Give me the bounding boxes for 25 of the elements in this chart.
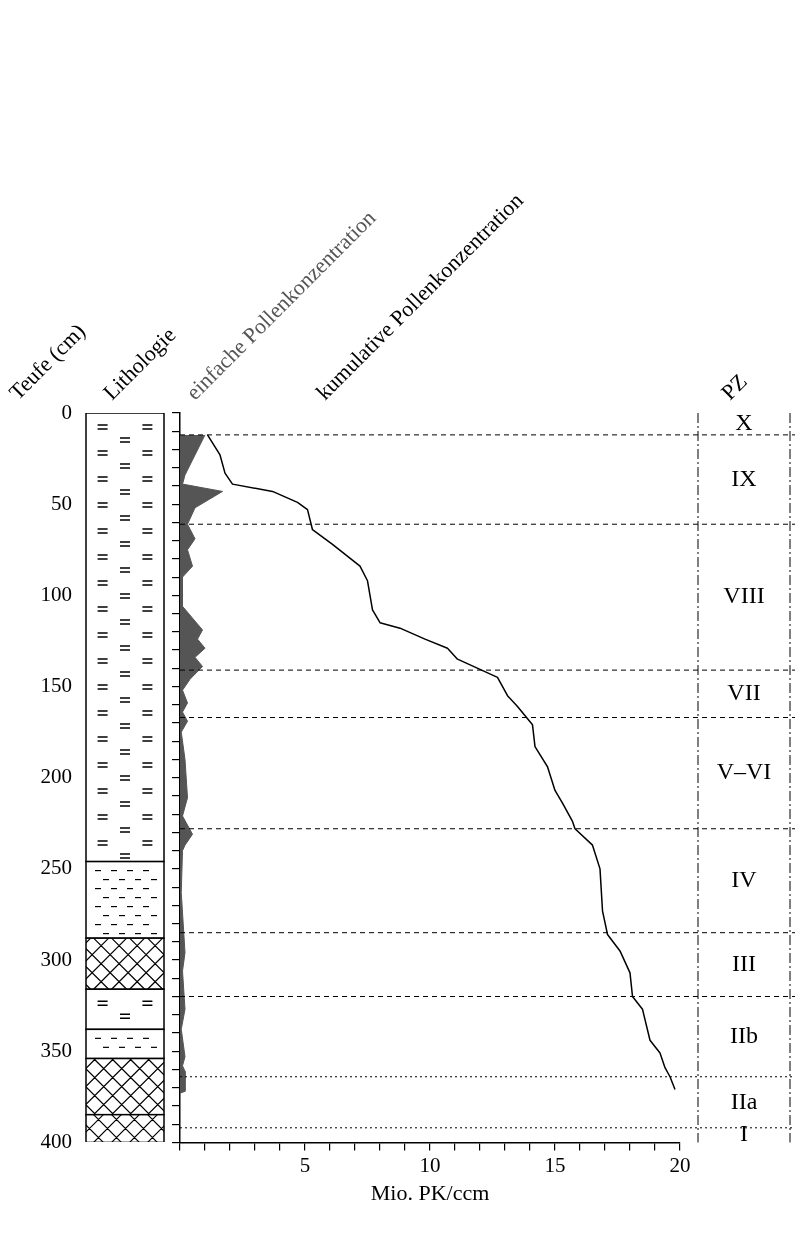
y-tick-label: 150 bbox=[40, 673, 72, 698]
text: PZ bbox=[715, 368, 752, 405]
text: VII bbox=[727, 679, 761, 706]
y-tick-label: 350 bbox=[40, 1037, 72, 1062]
text: III bbox=[732, 949, 756, 976]
text: X bbox=[735, 409, 753, 436]
y-tick-label: 0 bbox=[61, 399, 72, 424]
x-tick-label: 15 bbox=[544, 1152, 566, 1177]
y-tick-label: 100 bbox=[40, 581, 72, 606]
x-tick-label: 10 bbox=[419, 1152, 441, 1177]
y-tick-label: 50 bbox=[51, 490, 72, 515]
text: IX bbox=[731, 464, 757, 491]
x-axis-title: Mio. PK/ccm bbox=[370, 1179, 490, 1205]
y-tick-label: 300 bbox=[40, 946, 72, 971]
x-tick-label: 5 bbox=[299, 1152, 311, 1177]
y-tick-label: 200 bbox=[40, 764, 72, 789]
text: IV bbox=[731, 866, 758, 893]
text: VIII bbox=[723, 582, 765, 609]
y-tick-label: 250 bbox=[40, 855, 72, 880]
x-tick-label: 20 bbox=[669, 1152, 691, 1177]
y-tick-label: 400 bbox=[40, 1128, 72, 1153]
text: V–VI bbox=[716, 758, 772, 785]
text: IIa bbox=[730, 1087, 758, 1114]
text: I bbox=[740, 1120, 748, 1147]
text: IIb bbox=[730, 1021, 758, 1048]
